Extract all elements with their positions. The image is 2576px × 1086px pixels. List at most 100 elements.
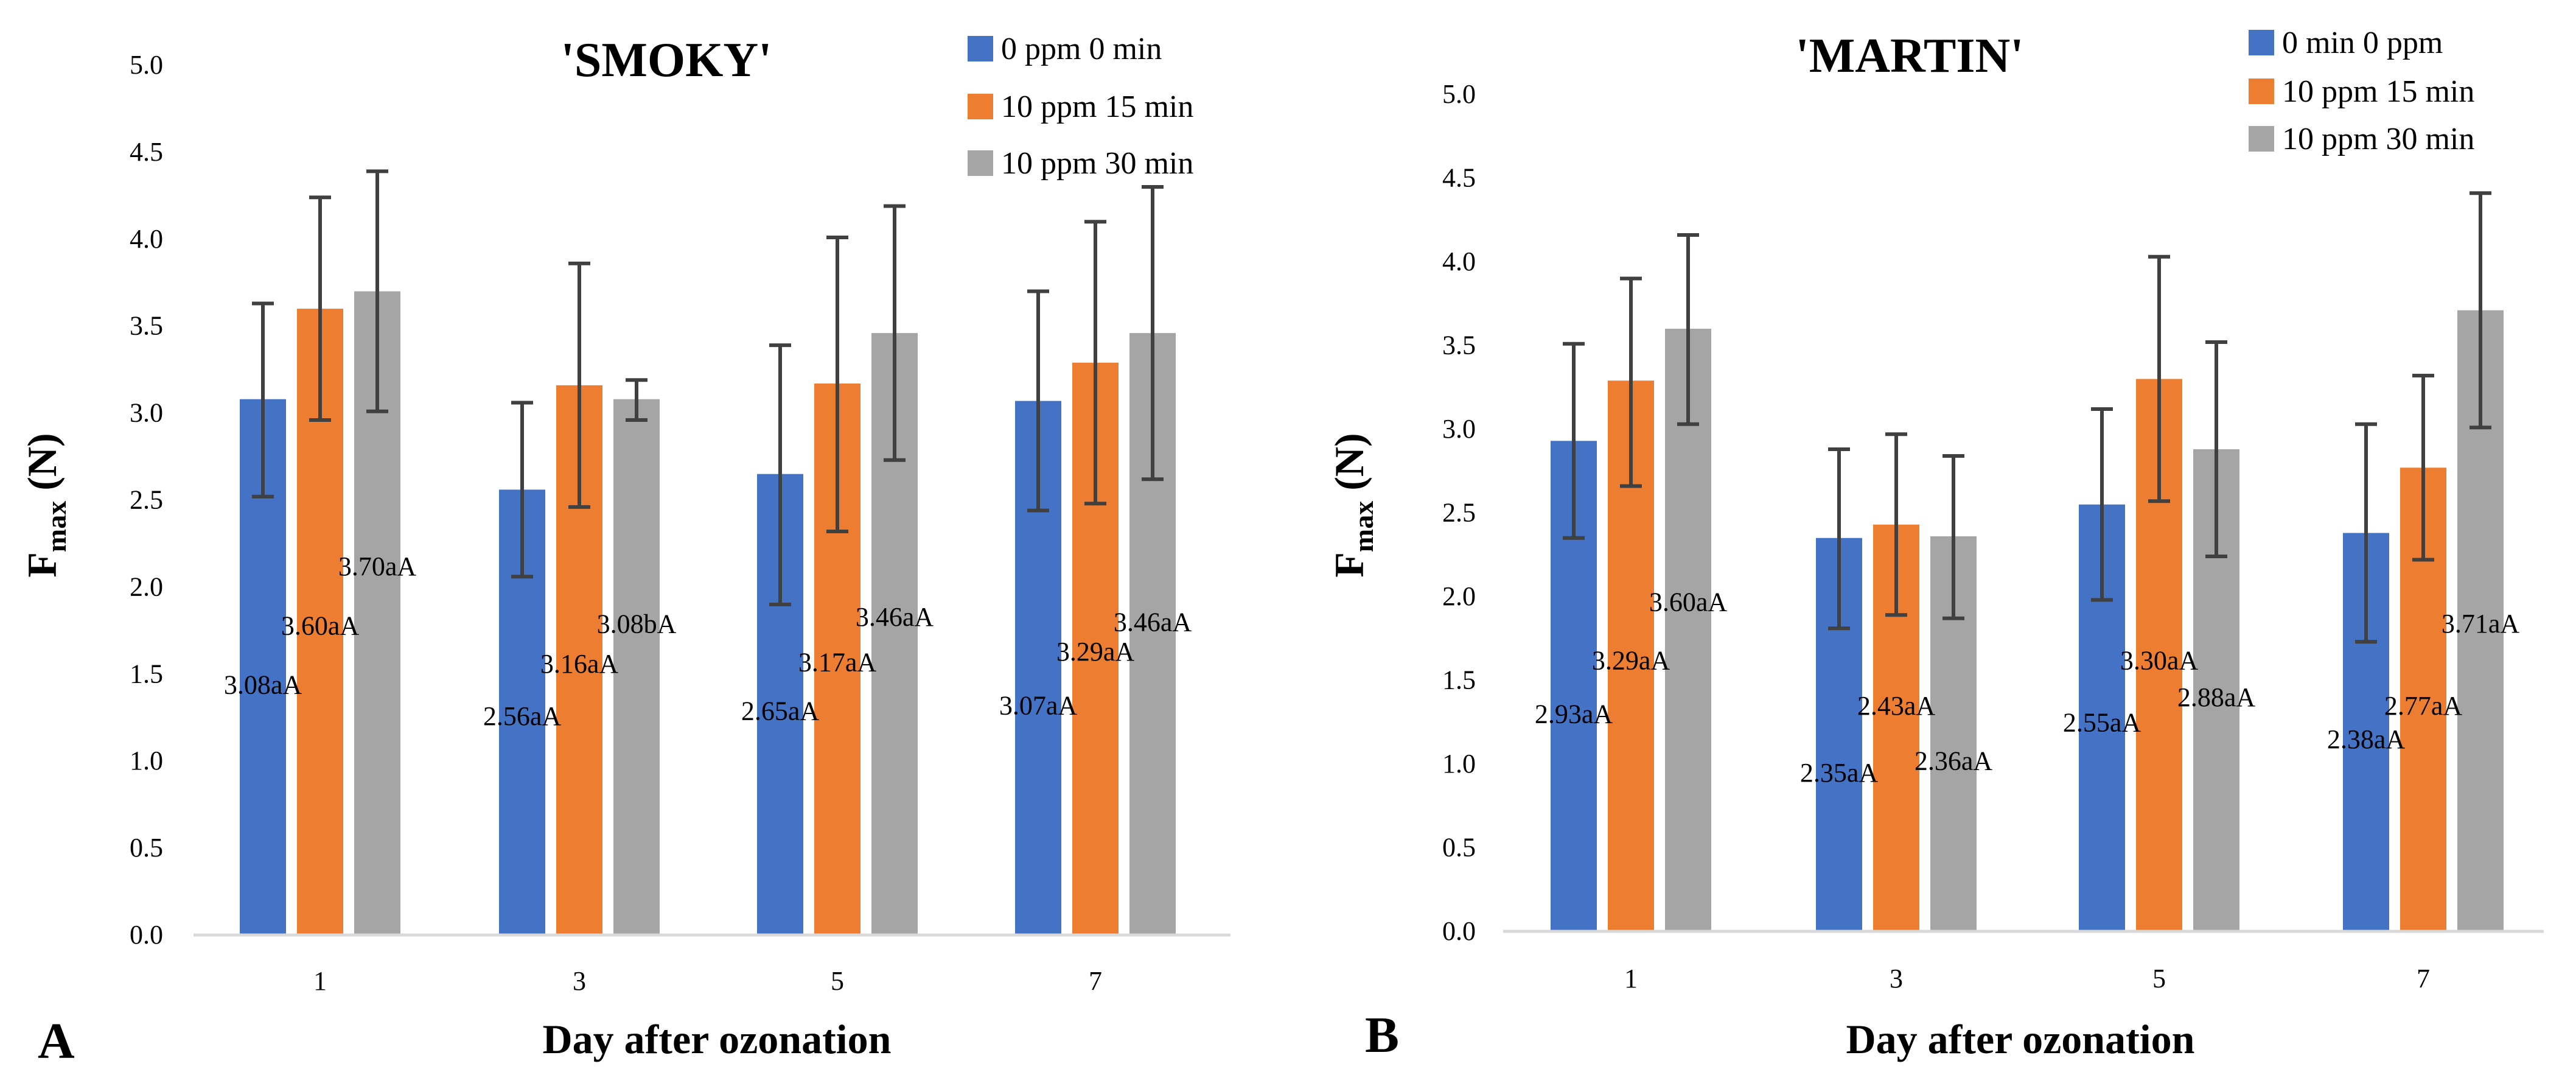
y-tick-label: 2.5 [130, 485, 163, 515]
y-tick-label: 2.0 [130, 572, 163, 601]
legend-swatch [2249, 30, 2274, 55]
y-tick-label: 0.0 [1442, 916, 1476, 946]
x-tick-label: 5 [2152, 964, 2166, 993]
error-bar [366, 169, 388, 413]
data-label: 3.17aA [798, 647, 877, 677]
y-axis-title-main: F [19, 552, 65, 578]
data-label: 3.07aA [999, 691, 1078, 721]
y-tick-label: 1.5 [1442, 665, 1476, 695]
error-bar [1084, 220, 1106, 506]
y-tick-label: 1.0 [1442, 749, 1476, 779]
x-axis-title: Day after ozonation [1846, 1016, 2195, 1062]
x-tick-label: 3 [573, 966, 586, 996]
x-tick-label: 3 [1890, 964, 1903, 993]
x-tick-label: 1 [1624, 964, 1638, 993]
legend-label: 0 min 0 ppm [2282, 26, 2443, 60]
legend-swatch [968, 150, 993, 176]
error-bar [2205, 340, 2227, 558]
y-tick-label: 3.5 [130, 311, 163, 341]
bar [1665, 329, 1711, 931]
error-bar [511, 401, 533, 579]
y-axis-title-subscript: max [41, 501, 72, 552]
panel-letter: A [38, 1013, 75, 1070]
y-tick-label: 3.0 [130, 398, 163, 428]
panel-letter: B [1365, 1007, 1399, 1063]
x-axis-title: Day after ozonation [543, 1016, 892, 1062]
y-tick-label: 2.5 [1442, 498, 1476, 528]
error-bar [1828, 447, 1850, 631]
x-tick-label: 1 [313, 966, 327, 996]
error-bar [1563, 342, 1585, 540]
x-tick-label: 5 [831, 966, 844, 996]
y-tick-label: 5.0 [1442, 79, 1476, 109]
legend-label: 10 ppm 15 min [2282, 74, 2474, 109]
legend-label: 10 ppm 30 min [1001, 146, 1193, 181]
data-label: 3.08aA [224, 670, 302, 699]
data-label: 2.77aA [2384, 691, 2463, 721]
legend-swatch [968, 36, 993, 61]
error-bar [884, 204, 906, 462]
data-label: 3.16aA [540, 649, 619, 679]
x-tick-label: 7 [2417, 964, 2430, 993]
error-bar [769, 343, 791, 606]
panel-martin: 0.0 0.5 1.0 1.5 2.0 2.5 3.0 3.5 4.0 4.5 5.0 2.93aA 2… [1326, 26, 2544, 1063]
data-label: 2.38aA [2327, 724, 2406, 754]
data-label: 3.08bA [597, 609, 677, 639]
data-label: 3.30aA [2120, 646, 2199, 676]
legend-label: 10 ppm 30 min [2282, 122, 2474, 156]
data-label: 2.93aA [1535, 699, 1613, 729]
data-label: 2.88aA [2177, 682, 2256, 712]
y-axis-title-subscript: max [1348, 501, 1379, 552]
data-label: 2.55aA [2063, 707, 2141, 737]
data-label: 2.65aA [741, 696, 820, 726]
error-bar [252, 301, 274, 499]
y-tick-label: 2.0 [1442, 581, 1476, 611]
y-tick-label: 3.5 [1442, 331, 1476, 360]
y-tick-label: 4.0 [130, 224, 163, 254]
error-bar [826, 235, 848, 533]
error-bar [568, 261, 590, 509]
data-label: 3.46aA [1114, 608, 1192, 637]
data-label: 3.60aA [1649, 587, 1728, 617]
error-bar [1620, 276, 1642, 488]
data-label: 3.70aA [338, 552, 417, 581]
data-label: 2.43aA [1857, 691, 1936, 721]
error-bar [2148, 254, 2170, 503]
error-bar [1677, 233, 1699, 426]
data-label: 3.60aA [281, 611, 360, 640]
y-tick-label: 4.0 [1442, 247, 1476, 276]
data-label: 2.35aA [1800, 758, 1879, 788]
legend: 0 min 0 ppm 10 ppm 15 min 10 ppm 30 min [2249, 26, 2474, 156]
error-bar [1027, 289, 1049, 513]
data-label: 2.56aA [483, 701, 562, 731]
legend-swatch [2249, 79, 2274, 104]
y-axis-title: Fmax (N) [1326, 433, 1379, 577]
error-bar [1142, 185, 1164, 482]
y-tick-label: 4.5 [130, 137, 163, 167]
data-label: 3.29aA [1592, 646, 1670, 676]
y-tick-label: 0.5 [1442, 833, 1476, 863]
y-tick-label: 0.0 [130, 920, 163, 950]
error-bar [309, 195, 331, 422]
error-bar [2412, 374, 2434, 562]
data-label: 3.46aA [856, 602, 934, 632]
data-label: 3.29aA [1056, 637, 1135, 667]
legend: 0 ppm 0 min 10 ppm 15 min 10 ppm 30 min [968, 32, 1193, 181]
y-tick-label: 1.5 [130, 659, 163, 688]
legend-label: 0 ppm 0 min [1001, 32, 1162, 66]
chart-title: 'MARTIN' [1796, 29, 2024, 83]
panel-smoky: 0.0 0.5 1.0 1.5 2.0 2.5 3.0 3.5 4.0 4.5 5.0 3.08aA 2… [19, 32, 1230, 1070]
y-axis-title-main: F [1326, 552, 1372, 578]
error-bar [626, 378, 647, 422]
y-axis-title: Fmax (N) [19, 433, 72, 577]
data-label: 2.36aA [1915, 746, 1993, 776]
error-bar [2091, 407, 2113, 602]
y-tick-label: 1.0 [130, 746, 163, 776]
data-label: 3.71aA [2442, 609, 2520, 639]
y-tick-label: 3.0 [1442, 414, 1476, 444]
error-bar [1885, 432, 1907, 617]
legend-label: 10 ppm 15 min [1001, 89, 1193, 124]
y-tick-label: 0.5 [130, 833, 163, 863]
error-bar [1942, 454, 1964, 620]
